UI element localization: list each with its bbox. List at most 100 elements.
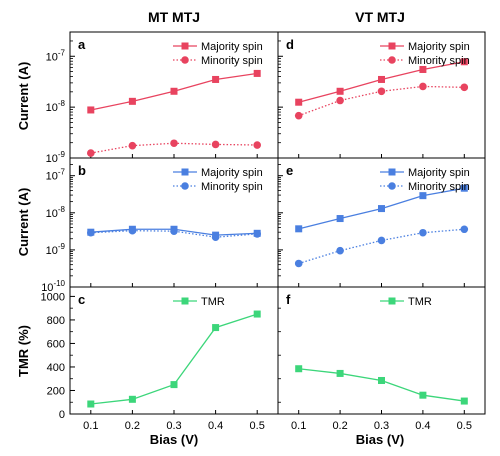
data-point (87, 106, 95, 114)
x-tick-label: 0.5 (457, 420, 472, 432)
data-point (170, 227, 178, 235)
x-tick-label: 0.1 (291, 420, 306, 432)
panel-f: 0.1 0.2 0.3 0.4 0.5 f TMR (277, 286, 486, 432)
data-point (294, 111, 303, 120)
data-point (211, 140, 220, 149)
data-point (419, 192, 427, 200)
data-point (336, 96, 344, 105)
y-tick-label: 400 (47, 362, 65, 374)
y-tick-label: 200 (47, 385, 65, 397)
data-point (460, 83, 469, 92)
y-tick-label: 10-9 (46, 242, 66, 257)
panel-label-c: c (78, 292, 85, 307)
y-axis-label-a: Current (A) (16, 62, 31, 131)
data-point (170, 381, 178, 389)
data-point (336, 215, 344, 223)
column-title-vt: VT MTJ (355, 9, 405, 25)
legend-label: Minority spin (201, 181, 263, 193)
y-tick-label: 10-8 (46, 205, 66, 220)
data-point (253, 310, 261, 318)
column-title-mt: MT MTJ (148, 9, 200, 25)
legend-label: Minority spin (408, 181, 470, 193)
data-point (460, 58, 468, 66)
panels: 10-9 10-8 10-7 a Majority spin Minority spin d… (41, 31, 486, 432)
x-tick-label: 0.3 (374, 420, 389, 432)
y-axis-label-c: TMR (%) (16, 325, 31, 377)
panel-frame-f (277, 286, 486, 415)
y-tick-label: 0 (59, 409, 65, 421)
data-point (253, 69, 261, 77)
panel-label-a: a (78, 37, 86, 52)
data-point (170, 139, 178, 148)
data-point (377, 87, 386, 96)
legend-marker (181, 168, 189, 176)
data-point (460, 397, 468, 405)
panel-d: d Majority spin Minority spin (277, 31, 486, 159)
legend-label: Majority spin (408, 41, 470, 53)
data-point (128, 97, 136, 105)
y-tick-label: 10-9 (46, 150, 66, 165)
x-axis-label-f: Bias (V) (356, 432, 404, 447)
y-tick-label: 10-7 (46, 168, 66, 183)
legend-marker (181, 42, 189, 50)
series-line-e-1 (298, 228, 465, 265)
data-point (87, 400, 95, 408)
data-point (336, 246, 344, 255)
series-line-f-0 (298, 368, 465, 402)
legend-marker (388, 182, 396, 190)
x-tick-label: 0.4 (415, 420, 430, 432)
data-point (419, 391, 427, 399)
series-line-c-0 (90, 313, 258, 405)
data-point (253, 230, 261, 238)
legend-marker (388, 56, 396, 64)
data-point (336, 369, 344, 377)
data-point (295, 98, 303, 106)
y-tick-label: 600 (47, 338, 65, 350)
data-point (128, 141, 137, 150)
panel-b: 10-10 10-9 10-8 10-7 b Majority spin Minority … (41, 157, 279, 294)
legend-label: Minority spin (201, 55, 263, 67)
legend-marker (388, 42, 396, 50)
data-point (87, 228, 95, 237)
legend-marker (388, 168, 396, 176)
data-point (212, 324, 220, 332)
y-tick-label: 10-7 (46, 48, 66, 63)
panel-c: 0.1 0.2 0.3 0.4 0.5 0 200 400 600 800 1000 c TMR (41, 286, 279, 432)
x-tick-label: 0.3 (166, 420, 181, 432)
data-point (170, 87, 178, 95)
data-point (377, 236, 386, 245)
data-point (295, 365, 303, 373)
data-point (294, 259, 303, 268)
panel-label-e: e (286, 163, 293, 178)
y-tick-label: 10-8 (46, 99, 66, 114)
panel-label-b: b (78, 163, 86, 178)
legend-marker (181, 56, 189, 64)
y-tick-label: 800 (47, 315, 65, 327)
x-tick-label: 0.2 (332, 420, 347, 432)
legend-marker (181, 182, 189, 190)
y-tick-label: 1000 (41, 291, 65, 303)
legend-label: Majority spin (201, 167, 263, 179)
legend-label: TMR (408, 296, 432, 308)
panel-label-f: f (286, 292, 291, 307)
y-tick-label: 10-10 (41, 279, 65, 294)
data-point (336, 87, 344, 95)
data-point (378, 75, 385, 83)
data-point (128, 395, 136, 403)
data-point (378, 205, 385, 213)
data-point (460, 184, 468, 192)
legend-label: TMR (201, 296, 225, 308)
y-axis-label-b: Current (A) (16, 188, 31, 257)
panel-label-d: d (286, 37, 294, 52)
x-tick-label: 0.4 (208, 420, 223, 432)
x-tick-label: 0.5 (250, 420, 265, 432)
legend-marker (388, 297, 396, 305)
legend-label: Majority spin (408, 167, 470, 179)
x-tick-label: 0.1 (83, 420, 98, 432)
data-point (419, 82, 427, 91)
series-line-d-1 (298, 85, 465, 117)
data-point (128, 226, 137, 235)
x-tick-label: 0.2 (125, 420, 140, 432)
data-point (212, 75, 220, 83)
